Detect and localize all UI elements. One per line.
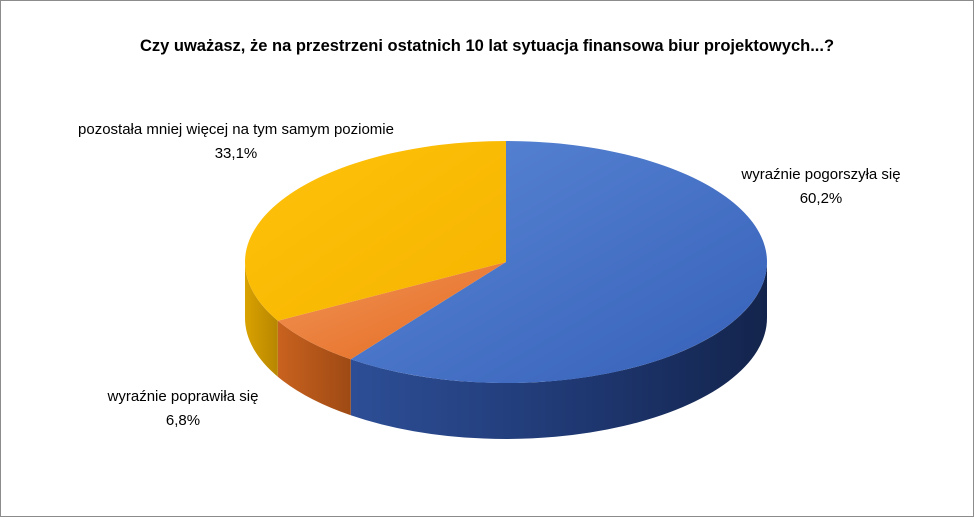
slice-label-pozostala: pozostała mniej więcej na tym samym pozi…	[29, 118, 443, 166]
slice-label-text: wyraźnie poprawiła się	[107, 388, 259, 405]
slice-label-pogorszyla: wyraźnie pogorszyła się 60,2%	[698, 163, 944, 211]
slice-label-value: 6,8%	[165, 412, 201, 429]
pie-side-pogorszyla	[350, 262, 767, 439]
pie-slice-pozostala	[245, 141, 506, 321]
chart-title: Czy uważasz, że na przestrzeni ostatnich…	[139, 37, 835, 55]
slice-label-value: 33,1%	[214, 145, 258, 162]
slice-label-text: wyraźnie pogorszyła się	[741, 166, 901, 183]
pie-slice-poprawila	[277, 262, 506, 360]
pie-side-pozostala	[245, 262, 278, 377]
slice-label-text: pozostała mniej więcej na tym samym pozi…	[78, 121, 394, 138]
pie-slice-pogorszyla	[350, 141, 768, 384]
slice-label-value: 60,2%	[799, 190, 843, 207]
slice-label-poprawila: wyraźnie poprawiła się 6,8%	[55, 385, 311, 433]
pie-side-poprawila	[277, 320, 351, 416]
